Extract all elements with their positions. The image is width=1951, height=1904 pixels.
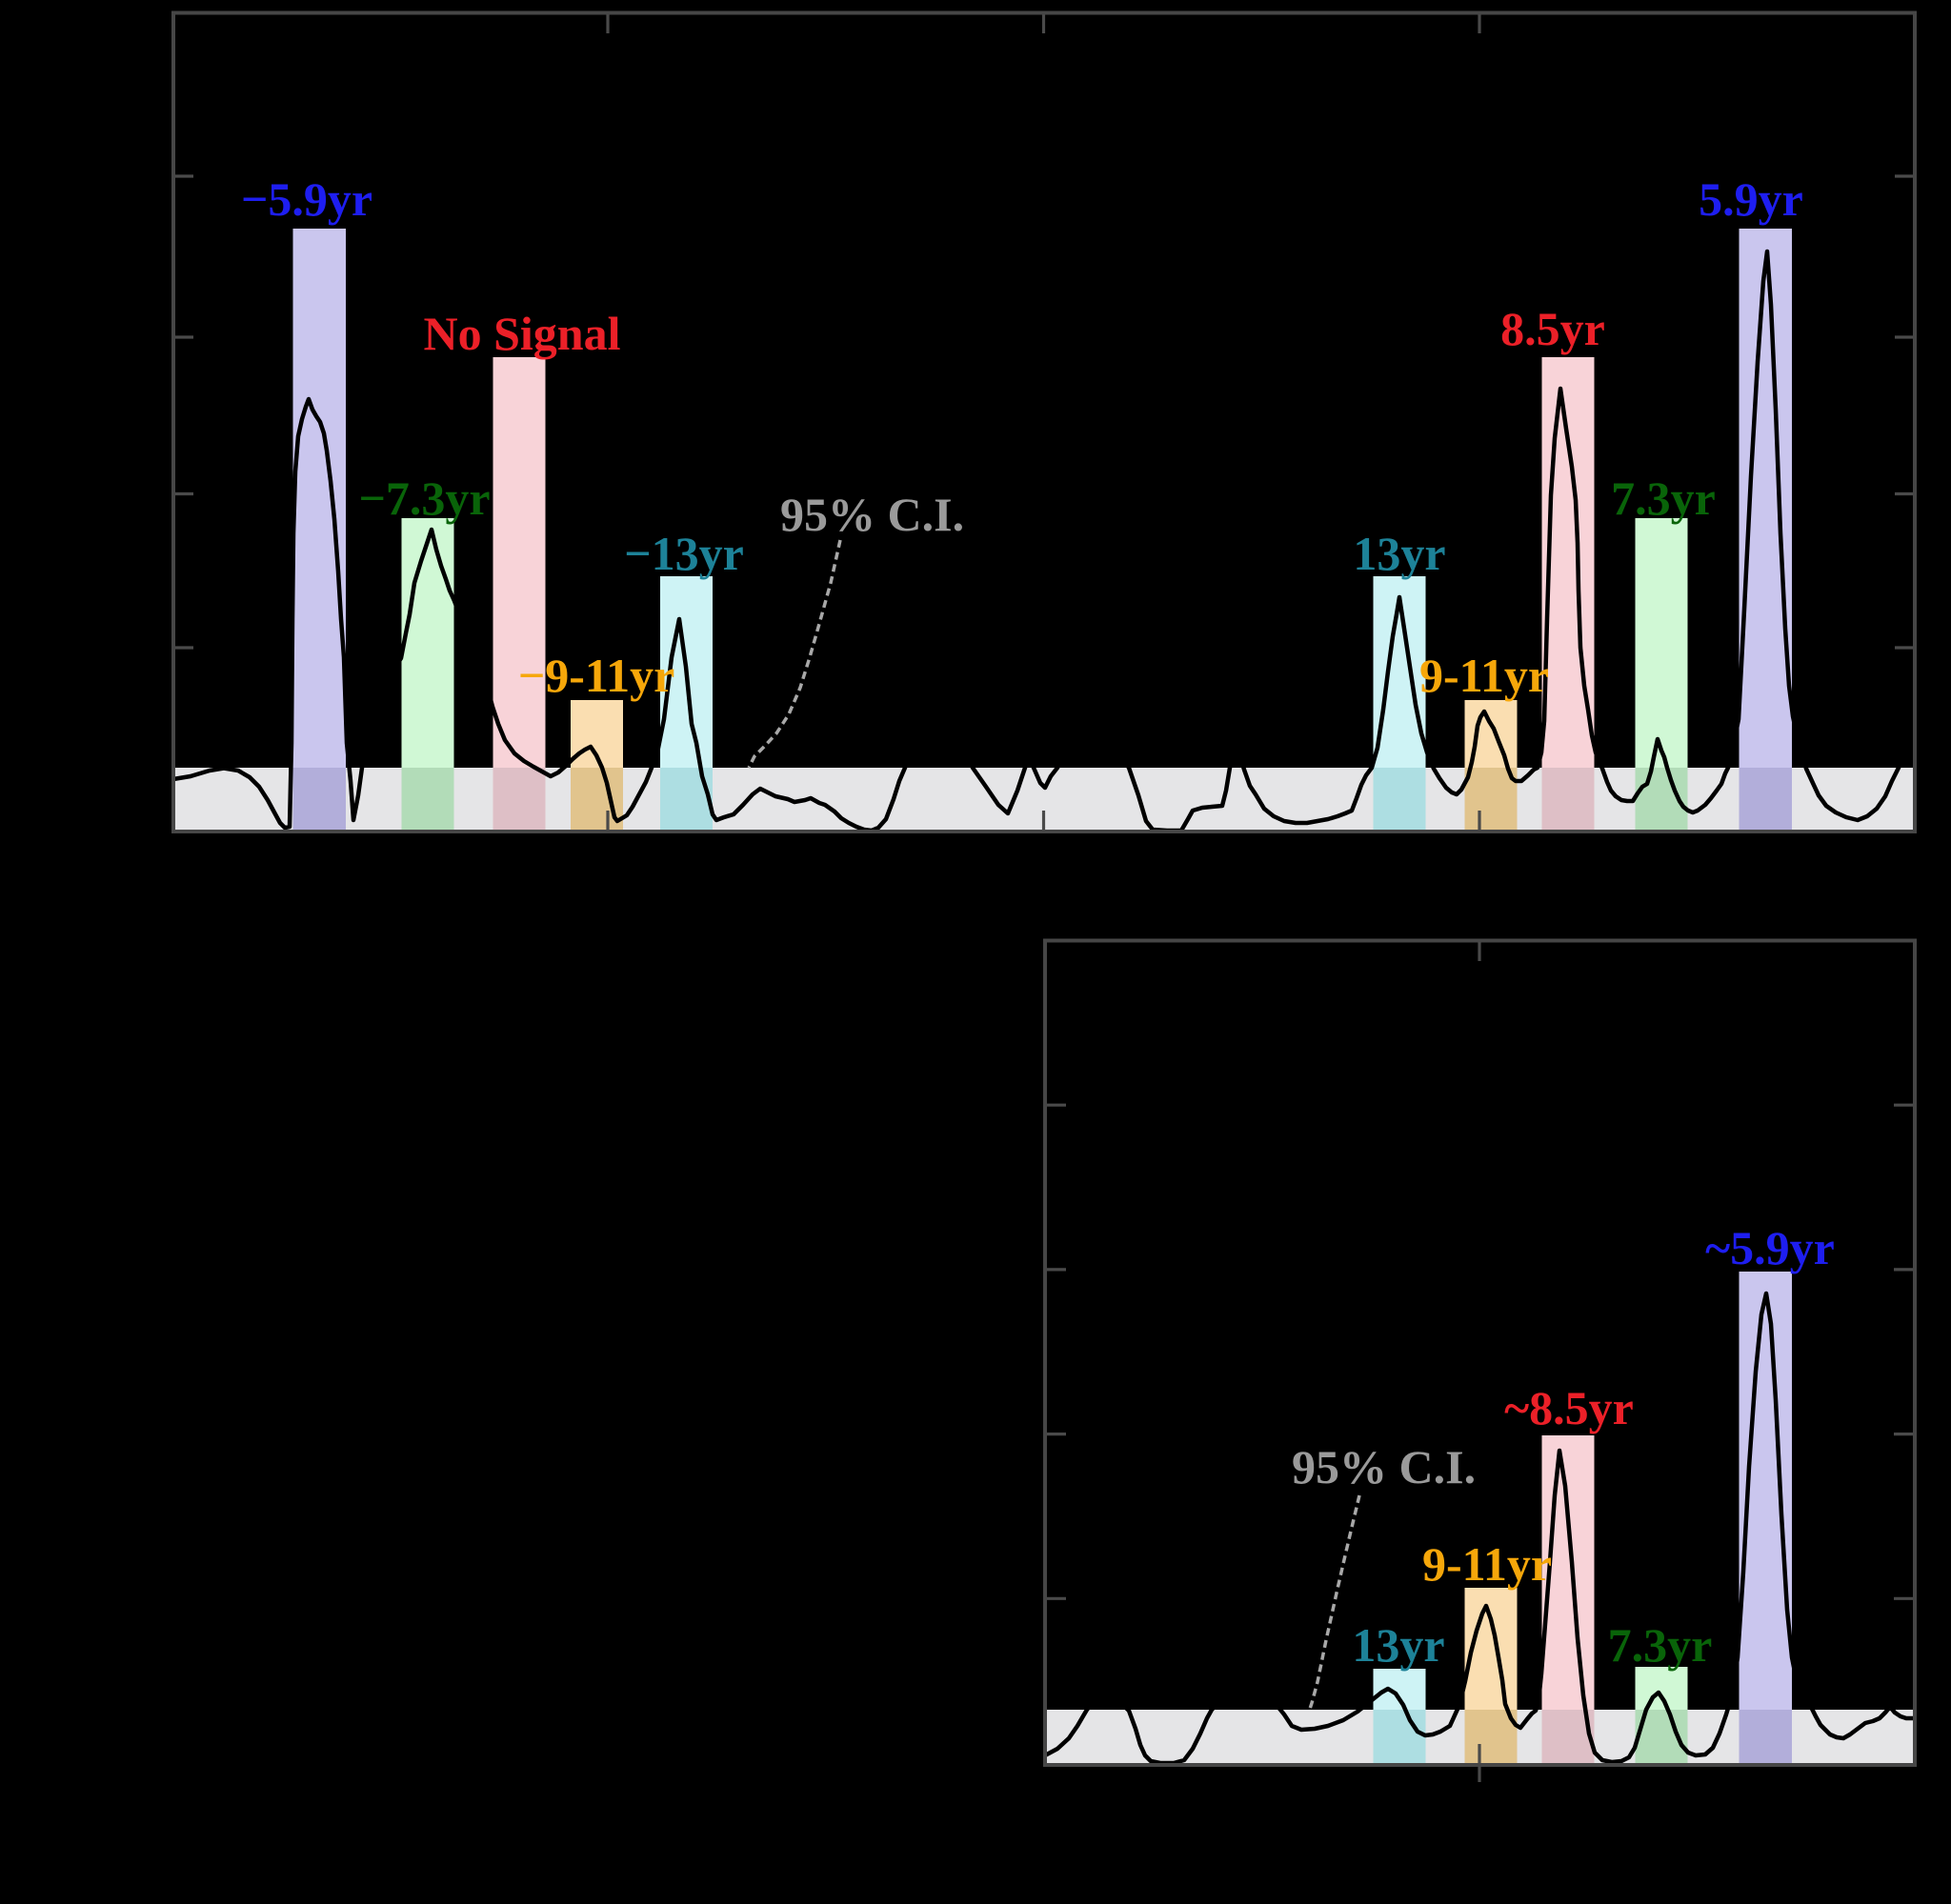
svg-text:−13yr: −13yr [624, 527, 744, 580]
svg-text:95% C.I.: 95% C.I. [1292, 1440, 1476, 1493]
svg-text:9-11yr: 9-11yr [1419, 649, 1549, 702]
svg-text:13yr: 13yr [1353, 527, 1445, 580]
svg-text:No Signal: No Signal [423, 307, 620, 360]
svg-text:−7.3yr: −7.3yr [358, 471, 490, 525]
svg-text:7.3yr: 7.3yr [1611, 471, 1716, 525]
svg-text:~5.9yr: ~5.9yr [1705, 1221, 1835, 1274]
svg-text:−5.9yr: −5.9yr [241, 172, 372, 226]
svg-text:~8.5yr: ~8.5yr [1504, 1381, 1634, 1434]
svg-text:−9-11yr: −9-11yr [518, 649, 675, 702]
svg-text:95% C.I.: 95% C.I. [780, 488, 964, 541]
svg-text:13yr: 13yr [1352, 1618, 1444, 1672]
svg-text:7.3yr: 7.3yr [1608, 1618, 1713, 1672]
svg-text:8.5yr: 8.5yr [1500, 302, 1605, 355]
svg-text:9-11yr: 9-11yr [1422, 1537, 1552, 1591]
svg-text:5.9yr: 5.9yr [1699, 172, 1803, 226]
